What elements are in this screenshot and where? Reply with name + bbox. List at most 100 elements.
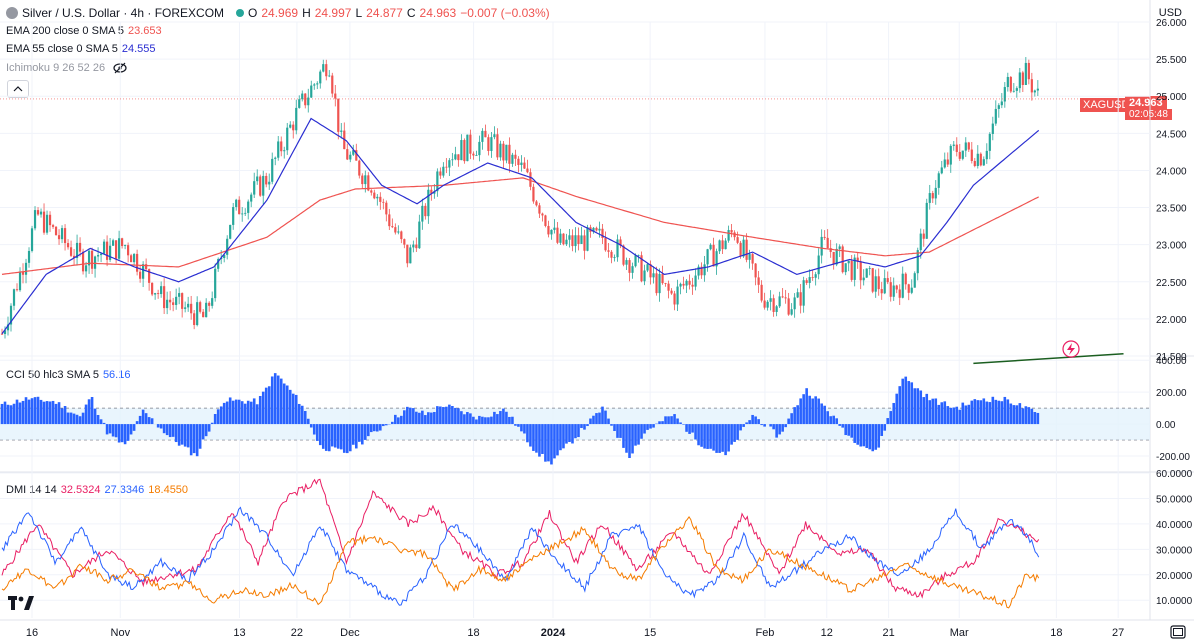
currency-button[interactable]: USD: [1152, 4, 1188, 22]
cci-bar: [424, 415, 427, 425]
cci-bar: [457, 408, 460, 425]
ema200-legend[interactable]: EMA 200 close 0 SMA 5 23.653: [6, 24, 166, 38]
candle-body: [12, 289, 16, 306]
cci-bar: [0, 403, 4, 425]
cci-bar: [913, 388, 917, 425]
candle-body: [529, 172, 532, 187]
cci-bar: [511, 416, 514, 425]
cci-bar: [490, 416, 493, 425]
candle-body: [490, 137, 493, 151]
cci-bar: [261, 391, 265, 425]
candle-body: [910, 287, 913, 293]
tradingview-logo-icon[interactable]: [8, 596, 34, 614]
candle-body: [1006, 76, 1009, 88]
time-tick-label: Feb: [755, 627, 774, 639]
price-axis-tick-label: 24.000: [1156, 166, 1187, 177]
cci-bar: [706, 424, 709, 449]
cci-bar: [715, 424, 718, 453]
cci-bar: [961, 402, 965, 425]
cci-bar: [580, 424, 583, 428]
cci-bar: [907, 381, 911, 425]
gear-icon[interactable]: [1170, 624, 1186, 640]
candle-body: [208, 302, 211, 306]
candle-body: [562, 233, 565, 245]
cci-legend[interactable]: CCI 50 hlc3 SMA 5 56.16: [6, 368, 134, 382]
cci-bar: [919, 390, 923, 425]
candle-body: [769, 298, 772, 302]
cci-bar: [877, 424, 881, 448]
candle-body: [1036, 88, 1039, 91]
collapse-legend-button[interactable]: [7, 80, 29, 98]
candle-body: [148, 269, 151, 283]
cci-bar: [988, 402, 992, 425]
cci-bar: [904, 376, 908, 425]
cci-bar: [637, 424, 640, 445]
ema55-value: 24.555: [121, 43, 156, 55]
candle-body: [766, 301, 769, 308]
candle-body: [1009, 76, 1012, 92]
cci-bar: [925, 393, 929, 425]
candle-body: [364, 175, 367, 185]
cci-bar: [787, 418, 790, 425]
cci-bar: [676, 418, 679, 425]
candle-body: [730, 230, 733, 233]
candle-body: [535, 201, 538, 206]
cci-bar: [640, 424, 643, 439]
ema200-line: [1, 177, 1040, 275]
candle-body: [928, 193, 931, 203]
candle-body: [559, 233, 562, 243]
candle-body: [256, 176, 259, 182]
candle-body: [69, 247, 73, 256]
cci-bar: [613, 424, 616, 432]
cci-bar: [1030, 408, 1034, 425]
cci-bar: [808, 395, 811, 425]
candle-body: [715, 251, 718, 267]
candle-body: [727, 230, 730, 241]
candle-body: [223, 254, 226, 259]
cci-bar: [898, 386, 902, 425]
market-status-icon[interactable]: [236, 9, 245, 17]
dmi-legend[interactable]: DMI 14 14 32.5324 27.3346 18.4550: [6, 483, 192, 497]
candle-body: [889, 282, 892, 297]
candle-body: [736, 237, 739, 243]
cci-bar: [790, 413, 793, 425]
time-tick-label: 16: [26, 627, 38, 639]
cci-bar: [955, 406, 959, 425]
time-tick-label: 15: [644, 627, 656, 639]
cci-bar: [598, 412, 601, 425]
cci-bar: [745, 422, 748, 425]
cci-bar: [523, 424, 526, 434]
candle-body: [823, 236, 826, 238]
candle-body: [997, 105, 1000, 109]
candle-body: [184, 307, 187, 309]
cci-bar: [796, 405, 799, 425]
cci-bar: [973, 399, 977, 425]
cci-bar: [763, 424, 766, 427]
cci-bar: [985, 401, 989, 425]
candle-body: [1021, 72, 1024, 85]
candle-body: [550, 229, 553, 235]
time-tick-label: 27: [1112, 627, 1124, 639]
cci-bar: [493, 411, 496, 425]
candle-body: [136, 253, 139, 272]
candle-body: [199, 302, 202, 312]
candle-body: [568, 235, 571, 240]
candle-body: [658, 274, 661, 294]
candle-body: [874, 276, 877, 292]
candle-body: [802, 280, 805, 306]
cci-bar: [252, 398, 256, 425]
cci-bar: [1027, 407, 1031, 425]
candle-body: [367, 175, 370, 191]
cci-value: 56.16: [102, 369, 131, 381]
time-tick-label: 18: [1050, 627, 1062, 639]
cci-bar: [427, 412, 430, 425]
cci-bar: [943, 401, 947, 425]
cci-bar: [177, 424, 181, 446]
candle-body: [388, 214, 391, 227]
symbol-title[interactable]: Silver / U.S. Dollar · 4h · FOREXCOM: [22, 6, 225, 20]
cci-bar: [514, 424, 517, 426]
cci-bar: [496, 414, 499, 425]
candle-body: [63, 228, 67, 244]
ema55-legend[interactable]: EMA 55 close 0 SMA 5 24.555: [6, 42, 160, 56]
